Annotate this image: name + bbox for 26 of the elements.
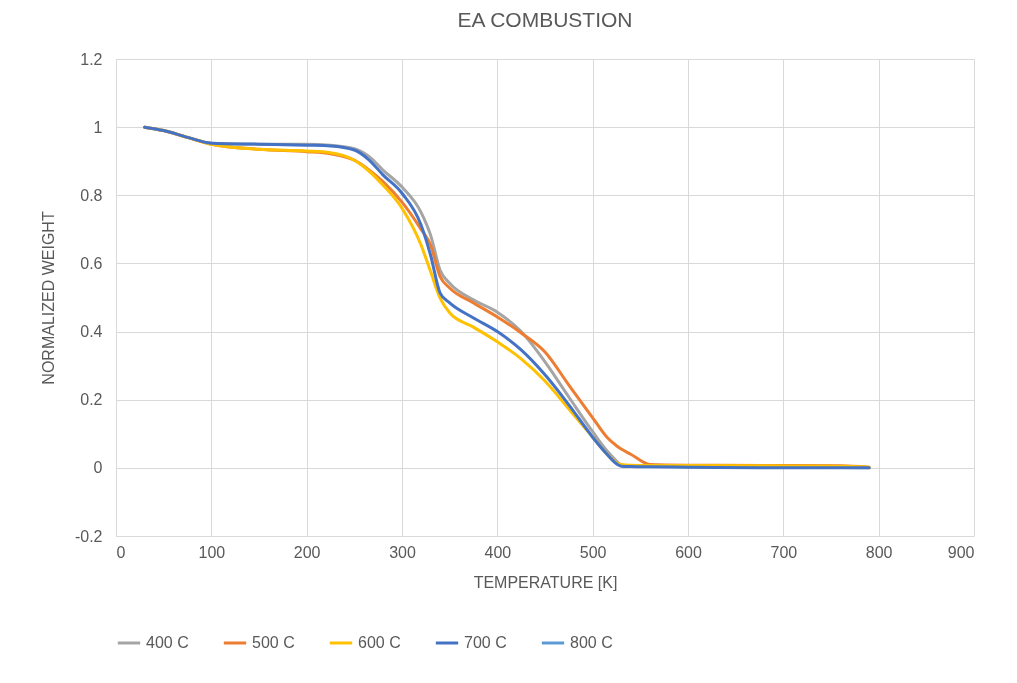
x-tick-label: 600: [675, 543, 702, 561]
legend-label: 400 C: [146, 634, 189, 651]
legend-label: 700 C: [464, 634, 507, 651]
y-tick-label: 0.8: [80, 186, 103, 204]
legend-label: 500 C: [252, 634, 295, 651]
x-tick-label: 300: [389, 543, 416, 561]
y-tick-label: -0.2: [74, 527, 103, 545]
y-tick-label: 0.2: [80, 391, 103, 409]
y-axis-title: NORMALIZED WEIGHT: [39, 211, 57, 385]
y-tick-label: 1.2: [80, 50, 103, 68]
x-tick-label: 100: [198, 543, 226, 561]
x-axis-title: TEMPERATURE [K]: [473, 573, 618, 591]
chart-title: EA COMBUSTION: [457, 8, 633, 31]
legend-label: 600 C: [358, 634, 401, 651]
x-tick-label: 0: [116, 543, 126, 561]
x-tick-label: 200: [293, 543, 321, 561]
x-tick-label: 700: [770, 543, 798, 561]
y-tick-label: 0.4: [80, 323, 103, 341]
x-tick-label: 500: [579, 543, 607, 561]
x-tick-label: 800: [865, 543, 893, 561]
y-tick-label: 0: [93, 459, 103, 477]
y-tick-label: 0.6: [80, 254, 103, 272]
x-tick-label: 900: [947, 543, 975, 561]
y-tick-label: 1: [93, 118, 103, 136]
x-tick-label: 400: [484, 543, 512, 561]
legend-label: 800 C: [570, 634, 613, 651]
